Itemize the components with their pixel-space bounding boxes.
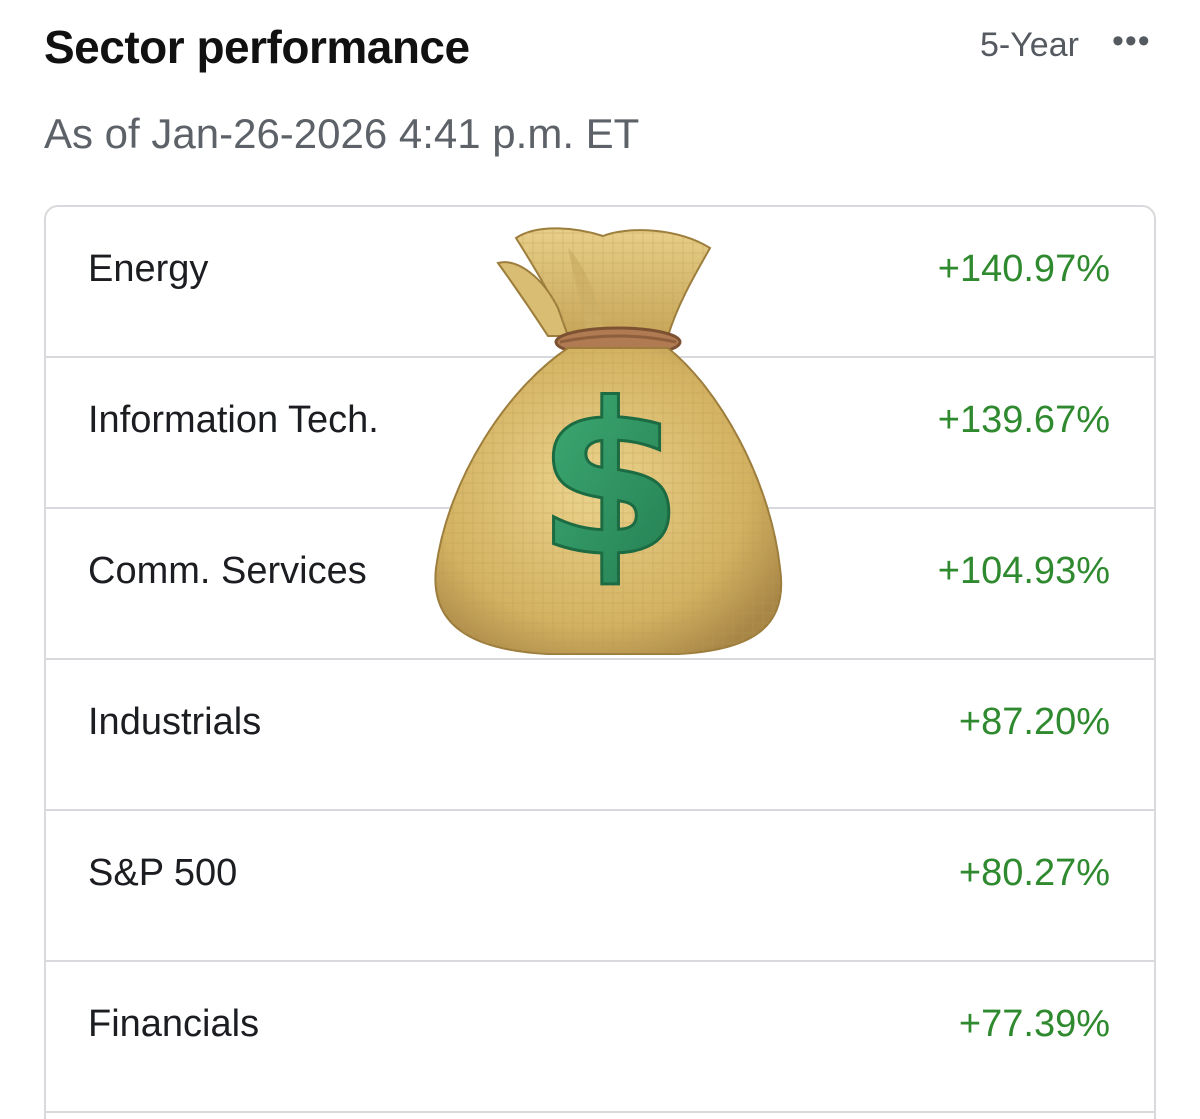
sector-name: Information Tech. — [88, 399, 379, 441]
sector-name: Comm. Services — [88, 550, 367, 592]
sector-change: +140.97% — [937, 248, 1110, 290]
sector-name: Financials — [88, 1003, 260, 1045]
table-row[interactable]: S&P 500 +80.27% — [46, 811, 1154, 962]
table-row[interactable]: Industrials +87.20% — [46, 660, 1154, 811]
page-title: Sector performance — [44, 21, 470, 73]
sector-change: +80.27% — [958, 852, 1110, 894]
sector-change: +104.93% — [937, 550, 1110, 592]
svg-text:$: $ — [537, 358, 683, 603]
table-row[interactable]: Information Tech. +139.67% — [46, 358, 1154, 509]
sector-change: +139.67% — [937, 399, 1110, 441]
table-row[interactable]: Financials +77.39% — [46, 962, 1154, 1113]
sector-name: Industrials — [88, 701, 262, 743]
as-of-timestamp: As of Jan-26-2026 4:41 p.m. ET — [44, 110, 640, 157]
sector-change: +77.39% — [958, 1003, 1110, 1045]
table-row[interactable]: Comm. Services +104.93% — [46, 509, 1154, 660]
period-selector[interactable]: 5-Year — [980, 26, 1079, 64]
more-horizontal-icon[interactable]: ••• — [1112, 22, 1151, 60]
sector-change: +87.20% — [958, 701, 1110, 743]
sector-name: S&P 500 — [88, 852, 238, 894]
money-bag-icon: $ — [434, 227, 783, 655]
sector-name: Energy — [88, 248, 209, 290]
